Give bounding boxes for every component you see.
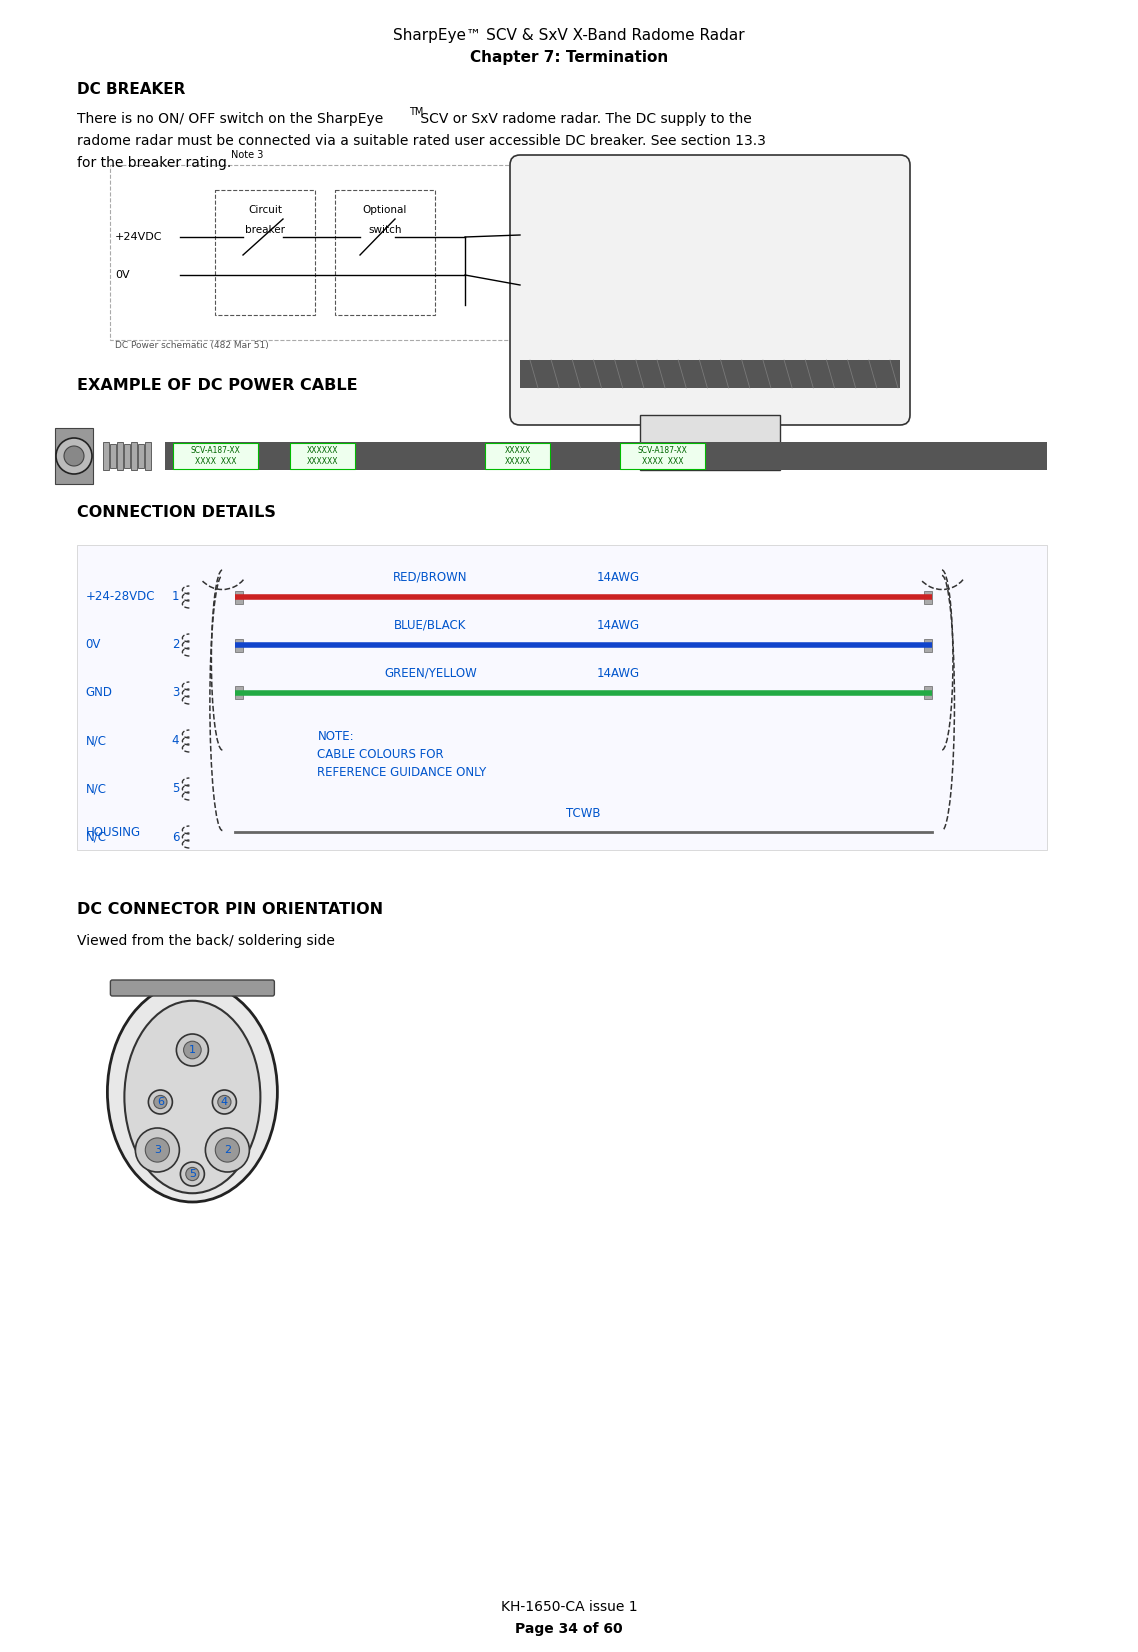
Circle shape [181,1161,205,1186]
Text: TM: TM [410,107,423,117]
Ellipse shape [107,981,278,1203]
Text: 5: 5 [172,783,179,796]
Text: for the breaker rating.: for the breaker rating. [77,155,232,170]
Text: 0V: 0V [115,269,130,279]
Bar [104,443,109,471]
Text: radome radar must be connected via a suitable rated user accessible DC breaker. : radome radar must be connected via a sui… [77,134,766,149]
Ellipse shape [124,1001,261,1193]
Text: GREEN/YELLOW: GREEN/YELLOW [384,667,477,681]
Circle shape [176,1034,208,1066]
Bar [77,545,1047,851]
Circle shape [148,1090,172,1113]
Circle shape [64,446,84,466]
Text: GND: GND [85,687,113,699]
Circle shape [205,1128,249,1171]
FancyBboxPatch shape [510,155,910,425]
Text: 14AWG: 14AWG [597,620,640,633]
Text: There is no ON/ OFF switch on the SharpEye: There is no ON/ OFF switch on the SharpE… [77,112,384,126]
Bar [236,639,244,651]
Text: BLUE/BLACK: BLUE/BLACK [394,620,467,633]
Text: XXXXX
XXXXX: XXXXX XXXXX [504,446,530,466]
Bar [924,590,932,603]
Text: 5: 5 [189,1170,196,1180]
FancyBboxPatch shape [640,415,780,471]
Text: Page 34 of 60: Page 34 of 60 [516,1622,622,1635]
Text: N/C: N/C [85,735,106,747]
Bar [215,190,315,316]
Bar [236,687,244,699]
Bar [924,687,932,699]
Text: 2: 2 [172,639,179,651]
Text: N/C: N/C [85,831,106,844]
Bar [145,443,151,471]
Text: KH-1650-CA issue 1: KH-1650-CA issue 1 [501,1601,637,1614]
Circle shape [213,1090,237,1113]
Text: DC CONNECTOR PIN ORIENTATION: DC CONNECTOR PIN ORIENTATION [77,902,384,917]
Text: 2: 2 [224,1145,231,1155]
Bar [520,360,900,388]
Text: breaker: breaker [245,225,284,235]
Text: 1: 1 [189,1046,196,1056]
Text: TCWB: TCWB [567,806,601,819]
Bar [165,443,1047,471]
Text: Chapter 7: Termination: Chapter 7: Termination [470,50,668,64]
Text: EXAMPLE OF DC POWER CABLE: EXAMPLE OF DC POWER CABLE [77,378,358,393]
Bar [335,190,435,316]
Text: 14AWG: 14AWG [597,667,640,681]
Text: NOTE:
CABLE COLOURS FOR
REFERENCE GUIDANCE ONLY: NOTE: CABLE COLOURS FOR REFERENCE GUIDAN… [318,730,487,780]
Text: 14AWG: 14AWG [597,572,640,585]
Circle shape [183,1041,201,1059]
Circle shape [146,1138,170,1161]
Bar [924,639,932,651]
Text: 1: 1 [172,590,179,603]
Text: 6: 6 [157,1097,164,1107]
Text: 6: 6 [172,831,179,844]
Text: Circuit: Circuit [248,205,282,215]
Text: Optional: Optional [363,205,407,215]
Text: 4: 4 [172,735,179,747]
FancyBboxPatch shape [110,980,274,996]
Bar [117,443,123,471]
Text: 3: 3 [172,687,179,699]
Circle shape [185,1168,199,1181]
Text: RED/BROWN: RED/BROWN [393,572,468,585]
Circle shape [154,1095,167,1108]
Text: 4: 4 [221,1097,228,1107]
Circle shape [135,1128,180,1171]
Text: Viewed from the back/ soldering side: Viewed from the back/ soldering side [77,933,336,948]
Text: CONNECTION DETAILS: CONNECTION DETAILS [77,506,277,520]
Text: N/C: N/C [85,783,106,796]
Text: XXXXXX
XXXXXX: XXXXXX XXXXXX [307,446,338,466]
Circle shape [215,1138,239,1161]
Text: +24-28VDC: +24-28VDC [85,590,155,603]
Bar [236,590,244,603]
Bar [620,443,706,469]
Text: +24VDC: +24VDC [115,231,163,241]
Circle shape [217,1095,231,1108]
Text: SCV-A187-XX
XXXX  XXX: SCV-A187-XX XXXX XXX [190,446,240,466]
Text: Note 3: Note 3 [231,150,264,160]
Circle shape [56,438,92,474]
Bar [131,443,137,471]
Bar [124,444,130,468]
Text: switch: switch [369,225,402,235]
Bar [138,444,145,468]
Bar [290,443,355,469]
Text: SharpEye™ SCV & SxV X-Band Radome Radar: SharpEye™ SCV & SxV X-Band Radome Radar [394,28,744,43]
Text: 3: 3 [154,1145,160,1155]
Bar [110,165,560,340]
Bar [55,428,93,484]
Text: 0V: 0V [85,639,101,651]
Text: DC BREAKER: DC BREAKER [77,83,185,97]
Text: HOUSING: HOUSING [85,826,140,839]
Text: DC Power schematic (482 Mar 51): DC Power schematic (482 Mar 51) [115,340,269,350]
Text: SCV-A187-XX
XXXX  XXX: SCV-A187-XX XXXX XXX [637,446,687,466]
Text: SCV or SxV radome radar. The DC supply to the: SCV or SxV radome radar. The DC supply t… [417,112,752,126]
Bar [485,443,550,469]
Bar [110,444,116,468]
Bar [173,443,258,469]
